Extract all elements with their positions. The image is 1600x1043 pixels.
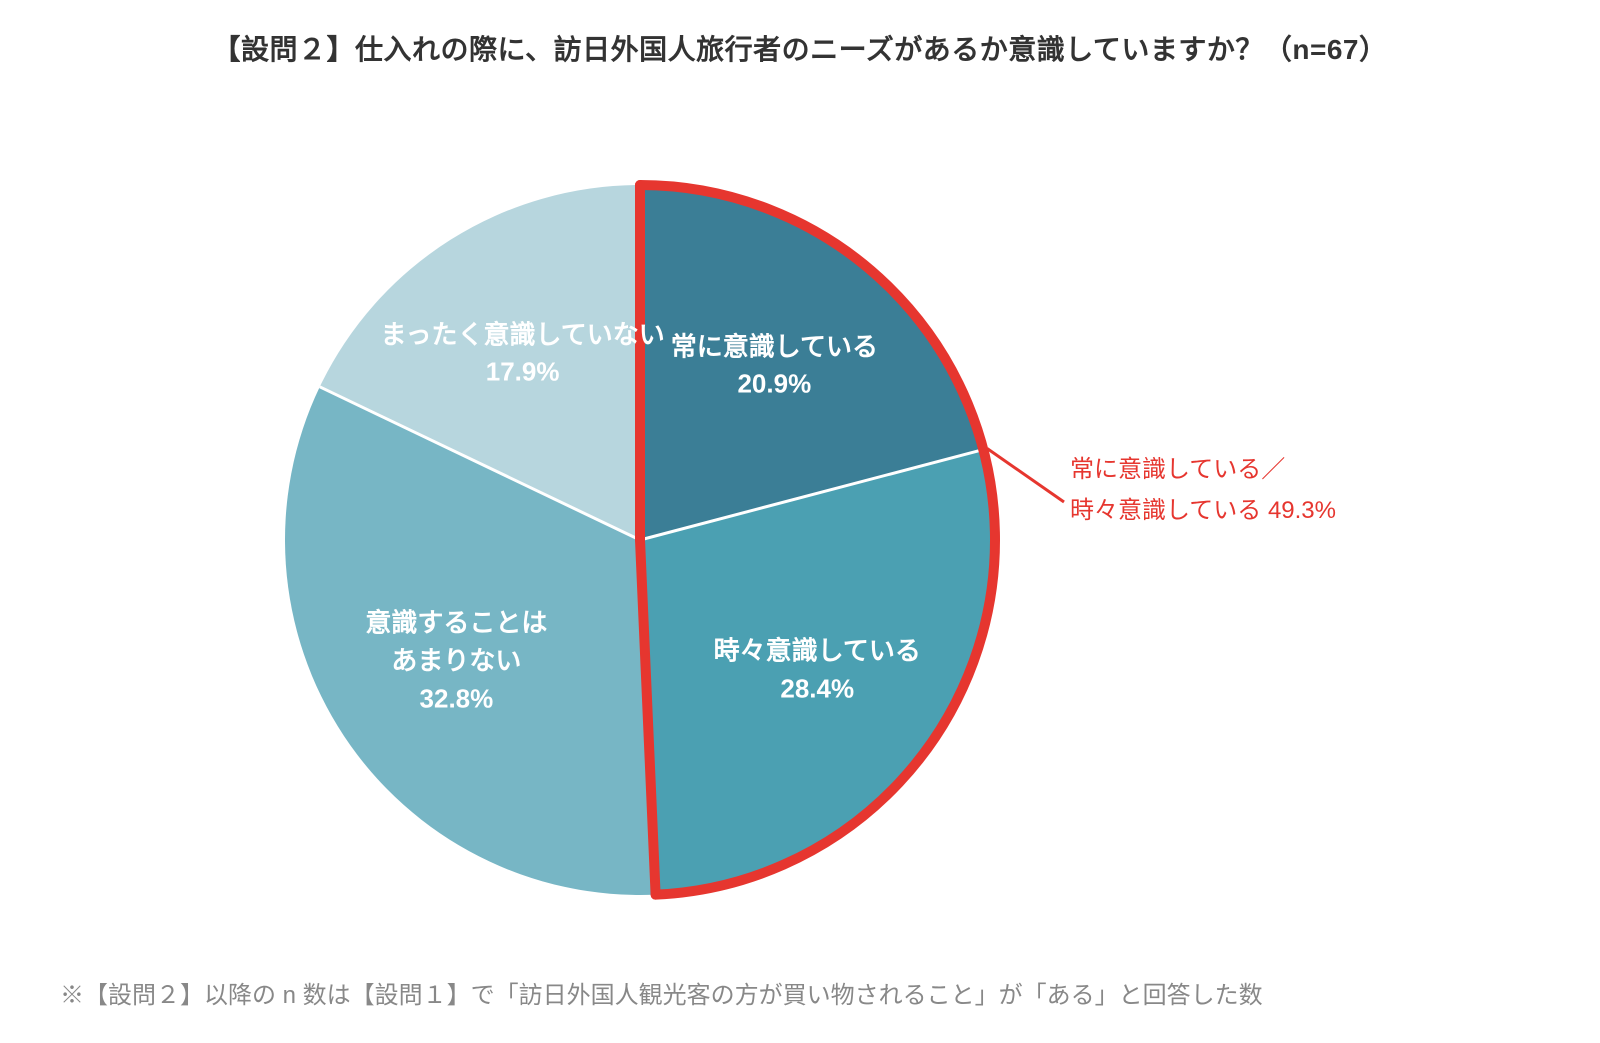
highlight-callout: 常に意識している／ 時々意識している 49.3%: [1070, 450, 1336, 532]
chart-footnote: ※【設問２】以降の n 数は【設問１】で「訪日外国人観光客の方が買い物されること…: [60, 975, 1540, 1010]
slice-label: まったく意識していない17.9%: [381, 316, 665, 391]
callout-leader: [987, 449, 1064, 502]
slice-label: 時々意識している28.4%: [714, 633, 921, 708]
slice-label: 常に意識している20.9%: [671, 328, 878, 403]
callout-line1: 常に意識している／: [1070, 450, 1336, 491]
pie-svg: [0, 0, 1600, 1038]
callout-line2: 時々意識している 49.3%: [1070, 491, 1336, 532]
slice-label: 意識することはあまりない32.8%: [365, 605, 547, 718]
pie-chart: 常に意識している20.9% 時々意識している28.4% 意識することはあまりない32…: [0, 0, 1600, 1038]
